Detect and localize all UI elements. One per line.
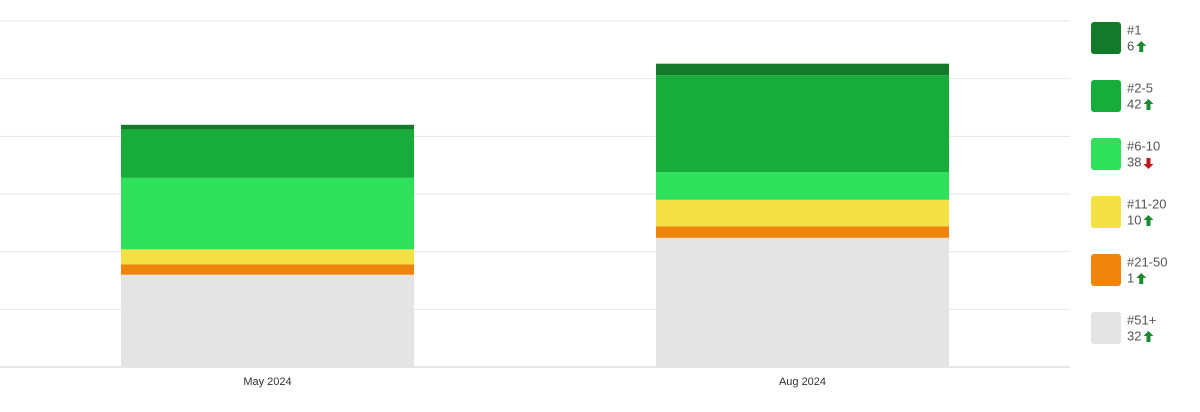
legend-swatch: [1091, 22, 1121, 54]
bar-segment: [121, 124, 414, 130]
bar-segment: [656, 63, 949, 76]
bar-segment: [656, 172, 949, 200]
legend-swatch: [1091, 196, 1121, 228]
bar-segment: [121, 274, 414, 367]
legend-name: #21-50: [1127, 254, 1167, 269]
legend-change: 10: [1127, 212, 1141, 227]
legend-swatch: [1091, 254, 1121, 286]
bar-segment: [656, 75, 949, 173]
legend-change: 32: [1127, 328, 1141, 343]
legend-name: #2-5: [1127, 80, 1153, 95]
legend-name: #11-20: [1127, 196, 1167, 211]
legend-change: 38: [1127, 154, 1141, 169]
x-tick-label: Aug 2024: [779, 376, 826, 388]
bar-segment: [656, 237, 949, 367]
legend-change: 6: [1127, 38, 1134, 53]
bar-segment: [656, 226, 949, 238]
trend-arrow: [1136, 273, 1147, 284]
bar-segment: [121, 264, 414, 275]
trend-arrow: [1143, 99, 1154, 110]
bar-segment: [121, 249, 414, 265]
legend-swatch: [1091, 138, 1121, 170]
bar-segment: [121, 177, 414, 250]
legend-swatch: [1091, 80, 1121, 112]
trend-arrow: [1143, 158, 1154, 169]
legend-name: #51+: [1127, 312, 1156, 327]
x-tick-label: May 2024: [243, 376, 291, 388]
bar-segment: [656, 199, 949, 227]
legend-swatch: [1091, 312, 1121, 344]
bar-segment: [121, 129, 414, 178]
trend-arrow: [1143, 331, 1154, 342]
trend-arrow: [1136, 41, 1147, 52]
legend-name: #1: [1127, 22, 1141, 37]
legend-change: 1: [1127, 270, 1134, 285]
legend-name: #6-10: [1127, 138, 1160, 153]
trend-arrow: [1143, 215, 1154, 226]
legend-change: 42: [1127, 96, 1141, 111]
